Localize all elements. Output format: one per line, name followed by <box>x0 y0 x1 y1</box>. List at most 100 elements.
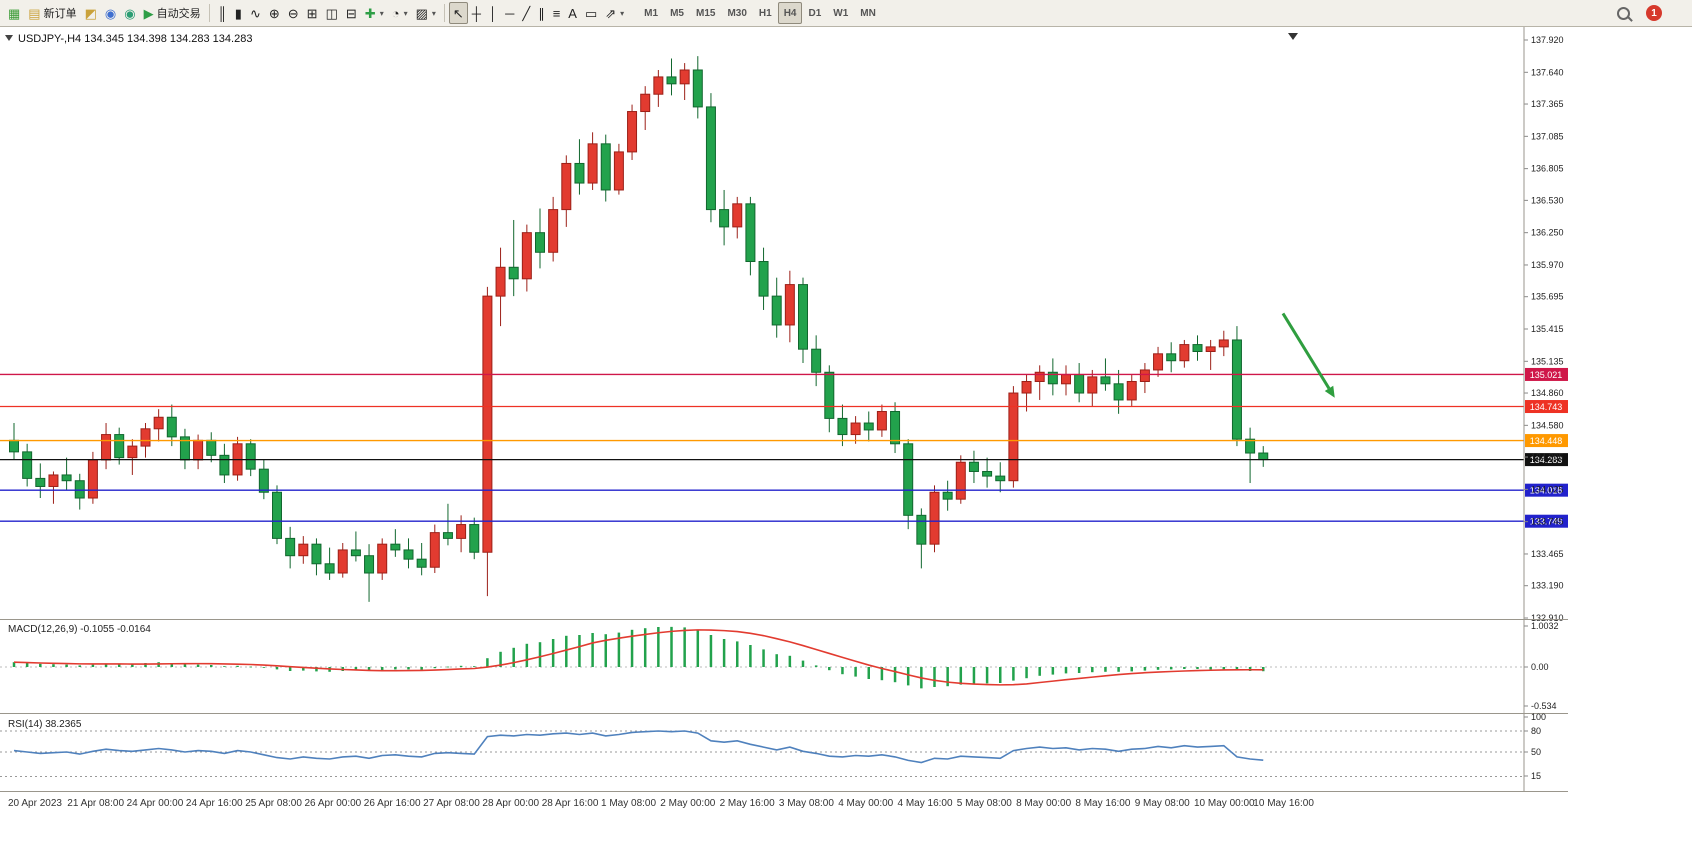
crosshair-button[interactable]: ┼ <box>468 2 485 24</box>
price-line-label <box>1525 453 1568 467</box>
text-button[interactable]: A <box>564 2 581 24</box>
price-line-label-text: 135.021 <box>1530 370 1563 380</box>
auto-trading-button[interactable]: ▶ 自动交易 <box>140 2 205 24</box>
macd-signal-line <box>13 629 1264 686</box>
horizontal-line-button[interactable]: ─ <box>501 2 518 24</box>
timeframe-h1-button[interactable]: H1 <box>758 7 772 19</box>
candle <box>903 443 914 516</box>
price-tick-label: 133.745 <box>1531 517 1564 527</box>
new-order-button[interactable]: ▤ 新订单 <box>24 2 80 24</box>
candle <box>1126 380 1137 401</box>
timeframe-m5-button[interactable]: M5 <box>670 7 684 19</box>
candle <box>574 162 585 184</box>
candle <box>640 93 651 113</box>
timeframe-m15-button[interactable]: M15 <box>695 7 716 19</box>
candlesticks <box>9 56 1269 602</box>
candle <box>732 203 743 228</box>
candlestick-chart-button[interactable]: ▮ <box>231 2 246 24</box>
timeframe-d1-button[interactable]: D1 <box>808 7 822 19</box>
zoom-in-button[interactable]: ⊕ <box>265 2 284 24</box>
macd-axis-label: 0.00 <box>1531 662 1549 672</box>
time-axis-label: 3 May 08:00 <box>779 798 834 809</box>
line-chart-button[interactable]: ∿ <box>246 2 265 24</box>
candle <box>35 477 46 487</box>
zoom-out-button[interactable]: ⊖ <box>284 2 303 24</box>
candle <box>863 422 874 431</box>
fibonacci-button[interactable]: ≡ <box>549 2 565 24</box>
horizontal-price-lines[interactable]: 135.021 134.743 134.448 134.283 134.018 133.7… <box>0 367 1568 528</box>
price-tick-label: 136.805 <box>1531 164 1564 174</box>
candle <box>798 284 808 350</box>
candle <box>1218 339 1229 348</box>
candle <box>1205 346 1216 352</box>
symbol-ohlc-label: USDJPY-,H4 134.345 134.398 134.283 134.2… <box>18 33 252 45</box>
time-axis-label: 2 May 16:00 <box>720 798 775 809</box>
timeframe-m30-button[interactable]: M30 <box>727 7 747 19</box>
candle <box>1100 376 1111 385</box>
candle <box>521 232 532 280</box>
candle <box>245 443 256 470</box>
vertical-line-button[interactable]: │ <box>485 2 501 24</box>
cascade-windows-button[interactable]: ◫ <box>322 2 342 24</box>
new-chart-button[interactable]: ▦ <box>4 2 24 24</box>
arrows-button[interactable]: ⇗ ▾ <box>601 2 628 24</box>
periods-button[interactable]: ◔ ▾ <box>388 2 412 24</box>
candle <box>1245 438 1256 454</box>
time-axis[interactable]: 20 Apr 2023 21 Apr 08:00 24 Apr 00:00 24 Ap… <box>8 798 1314 809</box>
cursor-button[interactable]: ↖ <box>448 2 468 24</box>
candle <box>653 76 664 95</box>
time-axis-label: 25 Apr 08:00 <box>245 798 302 809</box>
chart-canvas[interactable]: 135.021 134.743 134.448 134.283 134.018 133.7… <box>0 27 1568 815</box>
candle <box>1139 369 1150 382</box>
price-line-label <box>1525 367 1568 381</box>
metaeditor-button[interactable]: ◩ <box>81 2 101 24</box>
trend-arrow-annotation[interactable] <box>1281 312 1335 398</box>
chart-shift-marker-icon[interactable] <box>1288 33 1298 40</box>
toolbar-groups: ▦ ▤ 新订单 ◩ ◉ ◉ ▶ 自动交易 ║ ▮ ∿ ⊕ ⊖ ⊞ ◫ ⊟ ✚ ▾ ◔ ▾ ▨ ▾ ↖ ┼ │ ─ ╱ ∥ ≡ A ▭ ⇗ ▾ <box>4 2 628 24</box>
price-tick-label: 133.190 <box>1531 581 1564 591</box>
one-click-trading-toggle[interactable] <box>5 35 13 41</box>
timeframe-h4-button[interactable]: H4 <box>777 2 803 24</box>
arrange-windows-icon: ⊟ <box>345 5 357 21</box>
candle <box>258 468 269 493</box>
indicators-button[interactable]: ✚ ▾ <box>361 2 388 24</box>
candle <box>1192 344 1203 352</box>
market-watch-button[interactable]: ◉ <box>101 2 120 24</box>
search-button[interactable] <box>1613 2 1634 24</box>
price-axis[interactable]: 137.920 137.640 137.365 137.085 136.805 136.5… <box>1524 35 1564 623</box>
macd-axis-label: -0.534 <box>1531 701 1557 711</box>
time-axis-label: 5 May 08:00 <box>957 798 1012 809</box>
price-line-label <box>1525 483 1568 497</box>
macd-indicator: MACD(12,26,9) -0.1055 -0.0164 1.0032 0.00 -… <box>0 621 1559 711</box>
candle <box>955 461 966 500</box>
time-axis-label: 28 Apr 16:00 <box>542 798 599 809</box>
templates-button[interactable]: ▨ ▾ <box>412 2 440 24</box>
candle <box>1008 392 1019 482</box>
price-line-label <box>1525 514 1568 528</box>
rsi-indicator: RSI(14) 38.2365 100 80 50 15 <box>0 712 1546 781</box>
bar-chart-button[interactable]: ║ <box>214 2 231 24</box>
price-line-label <box>1525 400 1568 414</box>
dropdown-caret-icon: ▾ <box>431 8 436 18</box>
tile-windows-button[interactable]: ⊞ <box>303 2 322 24</box>
timeframe-mn-button[interactable]: MN <box>860 7 876 19</box>
candle <box>1074 374 1085 394</box>
notification-badge[interactable]: 1 <box>1646 5 1662 21</box>
equidistant-channel-button[interactable]: ∥ <box>534 2 549 24</box>
candle <box>48 474 59 487</box>
text-label-button[interactable]: ▭ <box>581 2 601 24</box>
new-chart-icon: ▦ <box>8 5 21 21</box>
price-line-label-text: 134.448 <box>1530 436 1563 446</box>
timeframe-w1-button[interactable]: W1 <box>833 7 849 19</box>
candle <box>811 348 822 373</box>
candle <box>784 284 795 326</box>
arrange-windows-button[interactable]: ⊟ <box>342 2 361 24</box>
price-tick-label: 136.530 <box>1531 195 1564 205</box>
candle <box>9 439 19 453</box>
trendline-button[interactable]: ╱ <box>518 2 534 24</box>
price-tick-label: 136.250 <box>1531 228 1564 238</box>
timeframe-m1-button[interactable]: M1 <box>644 7 659 19</box>
candle <box>298 543 309 557</box>
price-tick-label: 137.365 <box>1531 99 1564 109</box>
data-window-button[interactable]: ◉ <box>120 2 139 24</box>
